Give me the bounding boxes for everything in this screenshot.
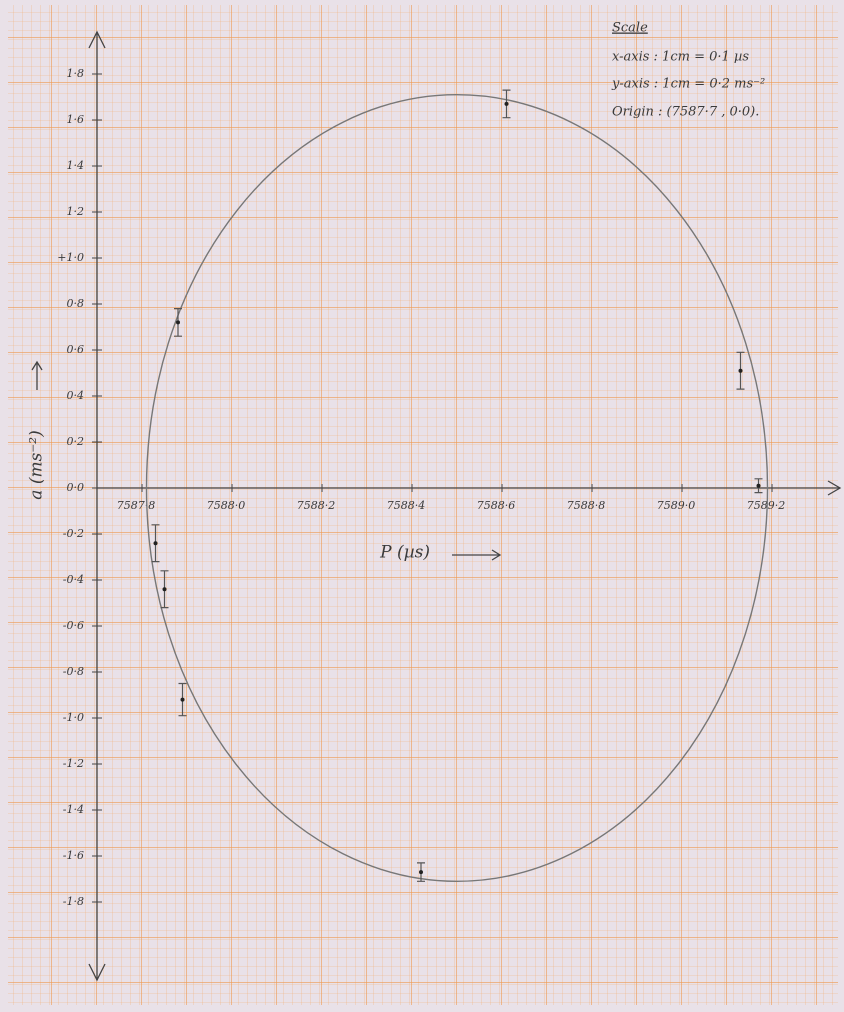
y-tick-label: 0·8 <box>67 297 85 310</box>
axes <box>31 30 842 982</box>
data-point <box>738 368 743 373</box>
x-tick-label: 7588·4 <box>387 499 426 512</box>
y-tick-label: -1·8 <box>63 895 84 908</box>
data-point <box>176 320 180 325</box>
y-tick-label: 1·6 <box>67 113 85 126</box>
y-tick-label: 1·2 <box>67 205 85 218</box>
y-tick-label: -1·2 <box>63 757 84 770</box>
x-tick-label: 7589·0 <box>657 499 696 512</box>
data-point <box>153 541 158 546</box>
y-tick-label: 1·4 <box>67 159 85 172</box>
data-point <box>419 870 423 875</box>
annotation: x-axis : 1cm = 0·1 µs <box>612 50 749 65</box>
x-axis-label: P (µs) <box>379 543 430 563</box>
y-tick-label: -1·4 <box>63 803 84 816</box>
x-tick-label: 7589·2 <box>747 499 786 512</box>
data-point <box>504 101 509 106</box>
y-tick-label: 0·0 <box>67 481 85 494</box>
data-point <box>162 587 167 592</box>
y-tick-label: 0·6 <box>67 343 85 356</box>
y-tick-label: -0·6 <box>63 619 84 632</box>
data-point <box>180 697 185 702</box>
annotation: y-axis : 1cm = 0·2 ms⁻² <box>611 77 765 92</box>
y-tick-label: -0·4 <box>63 573 84 586</box>
x-tick-label: 7588·8 <box>567 499 606 512</box>
x-tick-label: 7588·0 <box>207 499 246 512</box>
y-tick-label: -1·0 <box>63 711 84 724</box>
y-tick-label: 0·4 <box>67 389 85 402</box>
y-tick-label: 0·2 <box>67 435 85 448</box>
y-axis-label: a (ms⁻²) <box>27 430 47 499</box>
data-point <box>756 483 761 488</box>
annotation: Origin : (7587·7 , 0·0). <box>612 105 759 120</box>
x-tick-label: 7587·8 <box>117 499 156 512</box>
y-tick-label: -1·6 <box>63 849 84 862</box>
fit-ellipse <box>145 94 769 882</box>
x-tick-label: 7588·6 <box>477 499 516 512</box>
y-tick-label: -0·8 <box>63 665 84 678</box>
x-tick-label: 7588·2 <box>297 499 336 512</box>
y-tick-label: +1·0 <box>57 251 84 264</box>
y-tick-label: -0·2 <box>63 527 84 540</box>
annotation: Scale <box>612 21 648 36</box>
y-tick-label: 1·8 <box>67 67 85 80</box>
